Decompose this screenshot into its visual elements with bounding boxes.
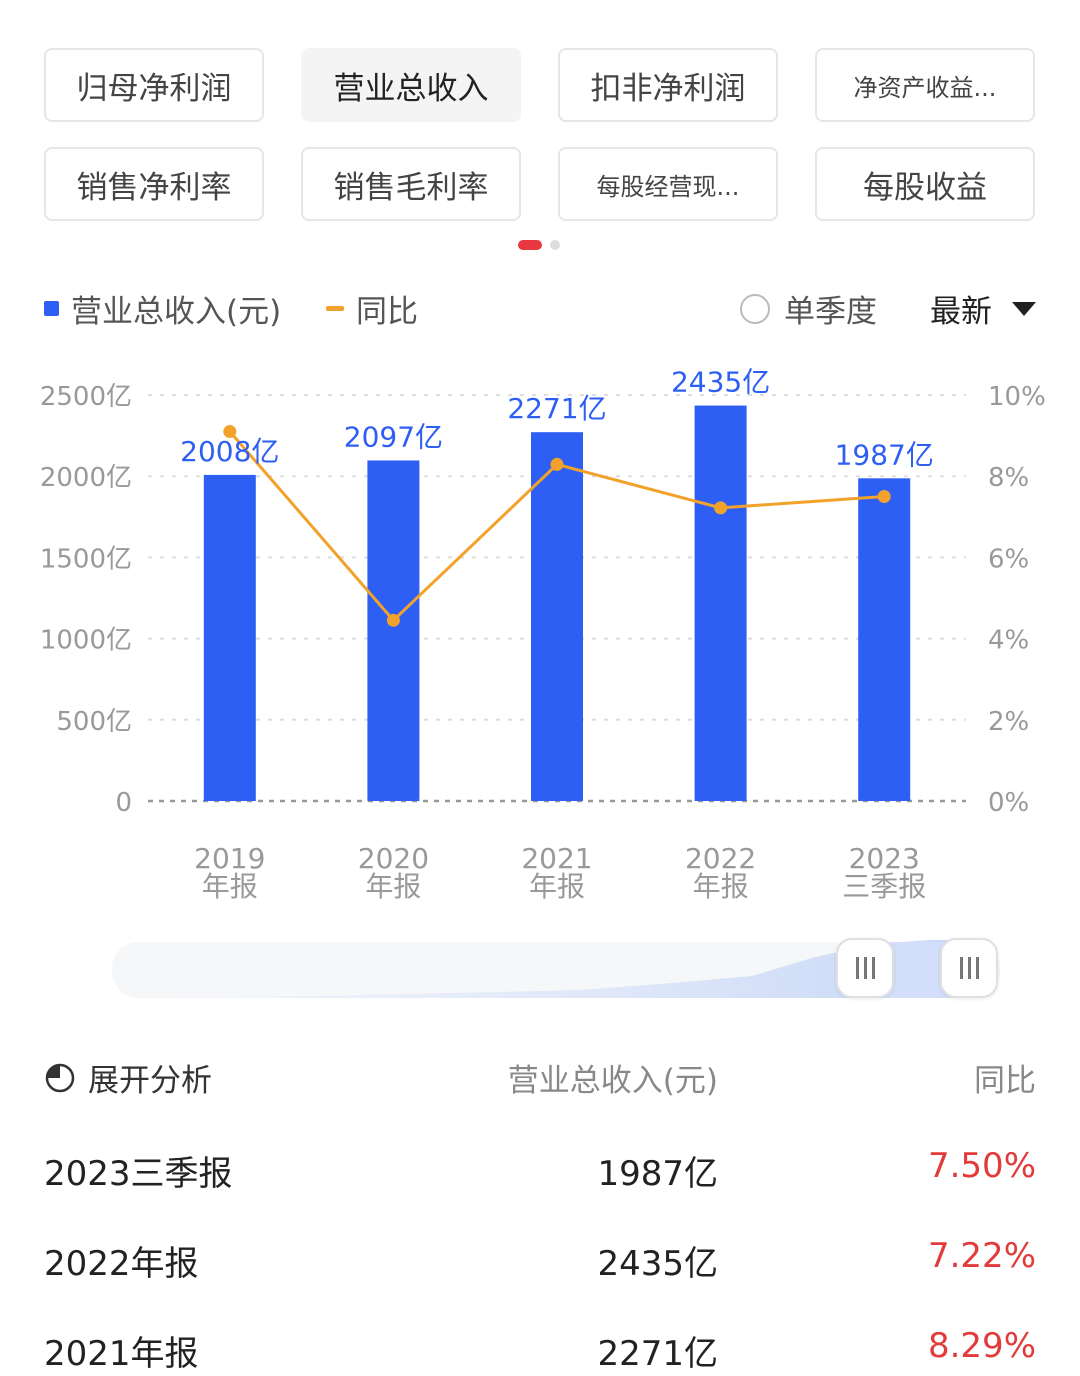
- pie-chart-icon: [45, 1063, 75, 1092]
- row-period: 2023三季报: [44, 1154, 233, 1194]
- page-dot: [550, 240, 560, 250]
- row-period: 2021年报: [44, 1334, 199, 1374]
- row-yoy: 7.22%: [927, 1236, 1036, 1276]
- row-period: 2022年报: [44, 1244, 199, 1284]
- x-tick-sublabel: 年报: [529, 870, 585, 903]
- tab-cashflow-per-share[interactable]: 每股经营现...: [558, 147, 778, 221]
- page-indicator[interactable]: [518, 240, 560, 250]
- bar: [694, 405, 747, 801]
- x-tick-label: 2022: [685, 842, 756, 875]
- yoy-point: [386, 613, 400, 627]
- legend-line-swatch: [326, 306, 344, 311]
- yoy-point: [550, 457, 564, 471]
- chart-legend-row: 营业总收入(元) 同比 单季度 最新: [44, 286, 1036, 332]
- table-header: 展开分析 营业总收入(元) 同比: [44, 1055, 1036, 1105]
- range-select[interactable]: 最新: [930, 286, 1036, 331]
- y-right-tick-label: 8%: [988, 463, 1029, 493]
- bar: [367, 460, 420, 801]
- tab-eps[interactable]: 每股收益: [815, 147, 1035, 221]
- row-value: 2435亿: [597, 1244, 718, 1284]
- x-tick-label: 2023: [849, 842, 920, 875]
- bar-value-label: 2435亿: [671, 366, 770, 399]
- legend-line-label: 同比: [356, 294, 418, 330]
- table-row[interactable]: 2022年报 2435亿 7.22%: [44, 1236, 1036, 1286]
- y-left-tick-label: 1000亿: [40, 626, 132, 656]
- range-slider[interactable]: [112, 936, 1000, 1002]
- y-right-tick-label: 10%: [988, 382, 1046, 412]
- x-tick-sublabel: 年报: [365, 870, 421, 903]
- legend-line[interactable]: 同比: [326, 286, 418, 331]
- y-right-tick-label: 2%: [988, 707, 1029, 737]
- row-yoy: 7.50%: [927, 1146, 1036, 1186]
- bar: [858, 478, 911, 801]
- page-dot-active: [518, 240, 542, 250]
- quarter-toggle-label: 单季度: [784, 294, 877, 330]
- y-right-tick-label: 0%: [988, 788, 1029, 818]
- caret-down-icon: [1012, 301, 1036, 316]
- yoy-point: [714, 501, 728, 515]
- legend-bar[interactable]: 营业总收入(元): [44, 286, 281, 331]
- legend-bar-label: 营业总收入(元): [71, 294, 282, 330]
- bar-value-label: 2008亿: [180, 435, 279, 468]
- tab-total-revenue[interactable]: 营业总收入: [301, 48, 521, 122]
- x-tick-label: 2020: [358, 842, 429, 875]
- y-right-tick-label: 6%: [988, 544, 1029, 574]
- row-yoy: 8.29%: [927, 1326, 1036, 1366]
- yoy-point: [223, 425, 237, 439]
- quarter-toggle[interactable]: 单季度: [740, 286, 877, 331]
- row-value: 2271亿: [597, 1334, 718, 1374]
- x-tick-sublabel: 三季报: [842, 870, 926, 903]
- column-header-value: 营业总收入(元): [507, 1063, 718, 1099]
- row-value: 1987亿: [597, 1154, 718, 1194]
- yoy-point: [877, 490, 891, 503]
- x-tick-sublabel: 年报: [202, 870, 258, 903]
- x-tick-label: 2019: [194, 842, 265, 875]
- tab-roe[interactable]: 净资产收益...: [815, 48, 1035, 122]
- y-left-tick-label: 2000亿: [40, 463, 132, 493]
- column-header-yoy: 同比: [974, 1063, 1036, 1099]
- y-right-tick-label: 4%: [988, 626, 1029, 656]
- bar: [531, 432, 583, 801]
- tab-gross-margin[interactable]: 销售毛利率: [301, 147, 521, 221]
- x-tick-sublabel: 年报: [693, 870, 749, 903]
- tab-net-profit[interactable]: 归母净利润: [44, 48, 264, 122]
- revenue-chart: 0 500亿 1000亿 1500亿 2000亿 2500亿 0% 2% 4% 6% 8% 10% 20…: [40, 366, 1046, 903]
- y-left-tick-label: 1500亿: [40, 544, 132, 574]
- table-row[interactable]: 2021年报 2271亿 8.29%: [44, 1326, 1036, 1376]
- y-left-tick-label: 0: [115, 788, 132, 818]
- table-row[interactable]: 2023三季报 1987亿 7.50%: [44, 1146, 1036, 1196]
- tab-net-margin[interactable]: 销售净利率: [44, 147, 264, 221]
- bar-value-label: 1987亿: [835, 438, 934, 471]
- y-left-tick-label: 500亿: [56, 707, 132, 737]
- slider-handle-right[interactable]: [940, 938, 998, 998]
- slider-handle-left[interactable]: [836, 938, 894, 998]
- radio-icon: [740, 293, 770, 324]
- range-select-label: 最新: [930, 294, 992, 330]
- bar-value-label: 2271亿: [507, 392, 606, 425]
- tab-deducted-net-profit[interactable]: 扣非净利润: [558, 48, 778, 122]
- bar: [203, 474, 256, 801]
- y-left-tick-label: 2500亿: [40, 382, 132, 412]
- bar-value-label: 2097亿: [344, 420, 443, 453]
- expand-analysis-button[interactable]: 展开分析: [44, 1055, 212, 1100]
- legend-bar-swatch: [44, 301, 59, 316]
- expand-analysis-label: 展开分析: [88, 1063, 212, 1099]
- x-tick-label: 2021: [521, 842, 592, 875]
